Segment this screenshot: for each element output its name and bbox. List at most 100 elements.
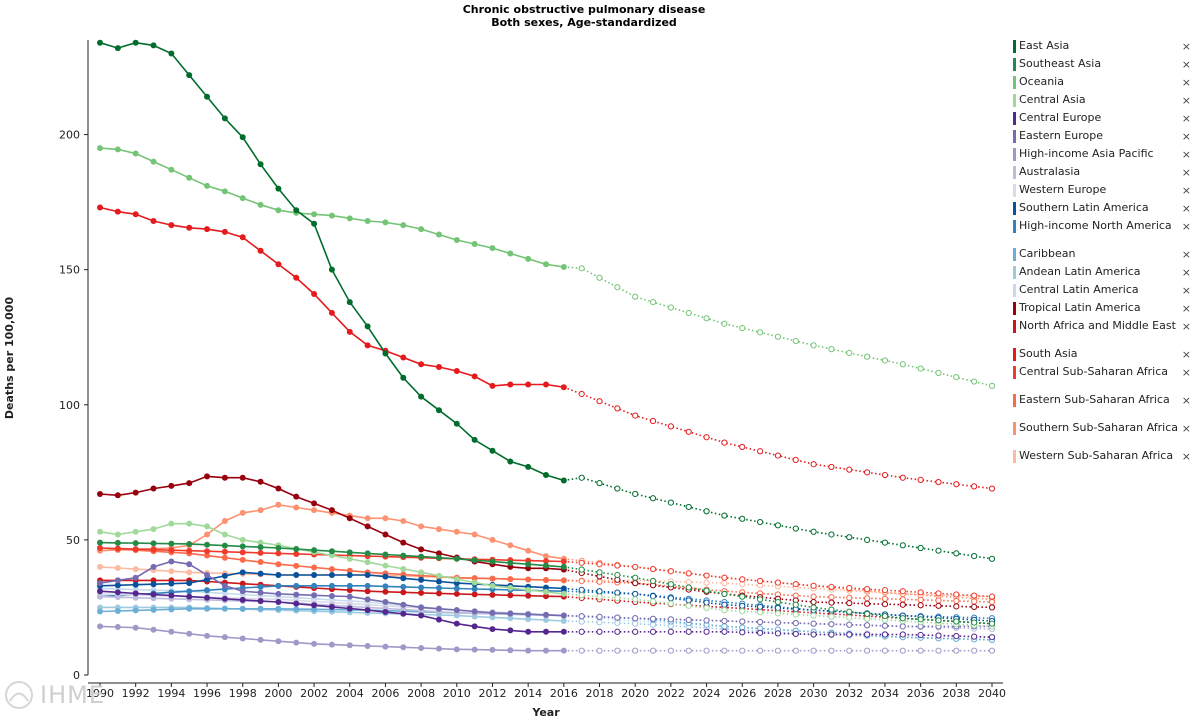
legend-item[interactable]: East Asia × [1013,38,1195,56]
legend-item[interactable]: Western Europe × [1013,182,1195,200]
forecast-point [632,596,639,603]
forecast-point [721,580,728,587]
observed-point [489,447,496,454]
remove-series-icon[interactable]: × [1181,58,1191,71]
legend-item[interactable]: Central Asia × [1013,92,1195,110]
observed-point [132,624,139,631]
remove-series-icon[interactable]: × [1181,422,1191,435]
legend-item[interactable]: Western Sub-Saharan Africa × [1013,448,1195,476]
remove-series-icon[interactable]: × [1181,248,1191,261]
observed-point [346,567,353,574]
remove-series-icon[interactable]: × [1181,450,1191,463]
legend-item[interactable]: Eastern Europe × [1013,128,1195,146]
remove-series-icon[interactable]: × [1181,112,1191,125]
x-tick-label: 1998 [229,687,257,700]
x-tick-label: 1992 [122,687,150,700]
observed-point [132,150,139,157]
forecast-point [828,583,835,591]
remove-series-icon[interactable]: × [1181,202,1191,215]
remove-series-icon[interactable]: × [1181,40,1191,53]
legend-item[interactable]: Central Europe × [1013,110,1195,128]
legend-item[interactable]: Caribbean × [1013,246,1195,264]
forecast-point [846,647,853,654]
observed-point [507,381,514,388]
forecast-point [899,542,906,549]
observed-point [204,531,211,538]
legend-item[interactable]: Southeast Asia × [1013,56,1195,74]
remove-series-icon[interactable]: × [1181,284,1191,297]
forecast-point [988,634,996,641]
legend-item[interactable]: Southern Sub-Saharan Africa × [1013,420,1195,448]
observed-point [418,361,425,368]
forecast-point [596,480,603,487]
observed-point [543,562,549,569]
forecast-point [632,615,639,622]
forecast-point [971,483,978,490]
legend-label: Central Europe [1019,111,1102,124]
legend-item[interactable]: Central Latin America × [1013,282,1195,300]
remove-series-icon[interactable]: × [1181,148,1191,161]
legend-item[interactable]: High-income North America × [1013,218,1195,246]
forecast-point [649,598,657,605]
remove-series-icon[interactable]: × [1181,220,1191,233]
observed-point [114,564,121,571]
remove-series-icon[interactable]: × [1181,166,1191,179]
legend-label: Southern Latin America [1019,201,1149,214]
remove-series-icon[interactable]: × [1181,366,1191,379]
legend-item[interactable]: Southern Latin America × [1013,200,1195,218]
observed-point [168,482,175,489]
observed-point [168,520,175,527]
observed-point [507,559,514,566]
forecast-point [881,539,889,546]
observed-point [257,589,264,596]
forecast-point [881,622,889,629]
observed-point [328,592,335,599]
observed-point [400,565,407,572]
remove-series-icon[interactable]: × [1181,94,1191,107]
legend-item[interactable]: High-income Asia Pacific × [1013,146,1195,164]
observed-point [543,472,549,479]
observed-point [560,558,567,565]
forecast-point [953,603,960,610]
observed-point [346,605,353,612]
forecast-point [578,647,585,654]
observed-point [543,588,549,595]
forecast-point [614,647,621,654]
forecast-point [721,439,728,446]
forecast-point [649,592,657,600]
remove-series-icon[interactable]: × [1181,348,1191,361]
remove-series-icon[interactable]: × [1181,76,1191,89]
observed-point [453,585,460,592]
legend-item[interactable]: North Africa and Middle East × [1013,318,1195,346]
observed-point [114,208,121,215]
observed-point [400,354,407,361]
legend-item[interactable]: Tropical Latin America × [1013,300,1195,318]
observed-point [525,592,532,599]
legend-item[interactable]: Eastern Sub-Saharan Africa × [1013,392,1195,420]
forecast-point [935,602,942,609]
remove-series-icon[interactable]: × [1181,394,1191,407]
forecast-point [846,600,853,607]
legend-item[interactable]: Oceania × [1013,74,1195,92]
observed-point [150,546,157,553]
remove-series-icon[interactable]: × [1181,302,1191,315]
forecast-point [721,320,728,327]
remove-series-icon[interactable]: × [1181,266,1191,279]
forecast-point [846,466,853,473]
ihme-logo-icon [5,681,33,709]
legend-item[interactable]: Central Sub-Saharan Africa × [1013,364,1195,392]
legend-item[interactable]: Australasia × [1013,164,1195,182]
remove-series-icon[interactable]: × [1181,320,1191,333]
legend-item[interactable]: South Asia × [1013,346,1195,364]
forecast-point [614,589,621,596]
x-tick-label: 2014 [514,687,542,700]
observed-point [204,587,211,594]
x-tick-label: 1990 [86,687,114,700]
forecast-point [632,490,639,498]
observed-point [507,458,514,465]
remove-series-icon[interactable]: × [1181,184,1191,197]
legend-item[interactable]: Andean Latin America × [1013,264,1195,282]
observed-point [346,587,353,594]
remove-series-icon[interactable]: × [1181,130,1191,143]
observed-point [150,563,157,570]
